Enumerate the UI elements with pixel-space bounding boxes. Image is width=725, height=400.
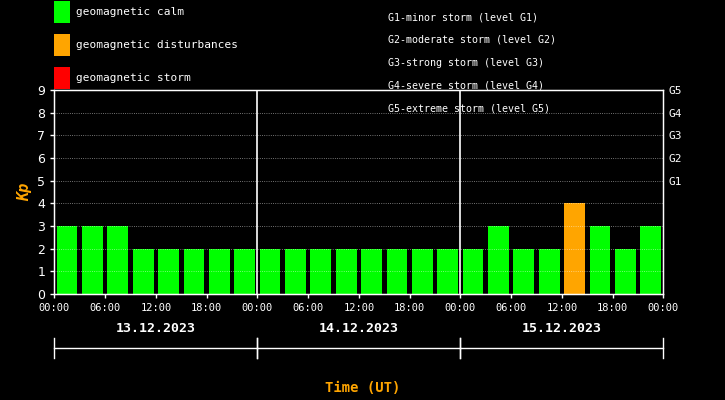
Text: 13.12.2023: 13.12.2023 <box>116 322 196 334</box>
Bar <box>158 249 179 294</box>
Bar <box>412 249 433 294</box>
Bar <box>539 249 560 294</box>
Bar <box>463 249 484 294</box>
Text: geomagnetic calm: geomagnetic calm <box>76 7 184 17</box>
Bar <box>107 226 128 294</box>
Bar <box>615 249 636 294</box>
Bar <box>336 249 357 294</box>
Text: 15.12.2023: 15.12.2023 <box>522 322 602 334</box>
Bar <box>564 203 585 294</box>
Bar <box>361 249 382 294</box>
Bar <box>285 249 306 294</box>
Text: G5-extreme storm (level G5): G5-extreme storm (level G5) <box>388 103 550 113</box>
Y-axis label: Kp: Kp <box>17 183 32 201</box>
Text: G4-severe storm (level G4): G4-severe storm (level G4) <box>388 80 544 90</box>
Bar <box>57 226 78 294</box>
Text: 14.12.2023: 14.12.2023 <box>319 322 399 334</box>
Bar <box>310 249 331 294</box>
Bar <box>640 226 661 294</box>
Bar <box>234 249 255 294</box>
Bar <box>209 249 230 294</box>
Text: Time (UT): Time (UT) <box>325 381 400 395</box>
Bar <box>183 249 204 294</box>
Bar <box>386 249 407 294</box>
Bar <box>589 226 610 294</box>
Bar <box>133 249 154 294</box>
Bar <box>82 226 103 294</box>
Text: geomagnetic storm: geomagnetic storm <box>76 74 191 84</box>
Text: G3-strong storm (level G3): G3-strong storm (level G3) <box>388 58 544 68</box>
Text: G1-minor storm (level G1): G1-minor storm (level G1) <box>388 12 538 22</box>
Text: G2-moderate storm (level G2): G2-moderate storm (level G2) <box>388 35 556 45</box>
Text: geomagnetic disturbances: geomagnetic disturbances <box>76 40 238 50</box>
Bar <box>488 226 509 294</box>
Bar <box>513 249 534 294</box>
Bar <box>260 249 281 294</box>
Bar <box>437 249 458 294</box>
